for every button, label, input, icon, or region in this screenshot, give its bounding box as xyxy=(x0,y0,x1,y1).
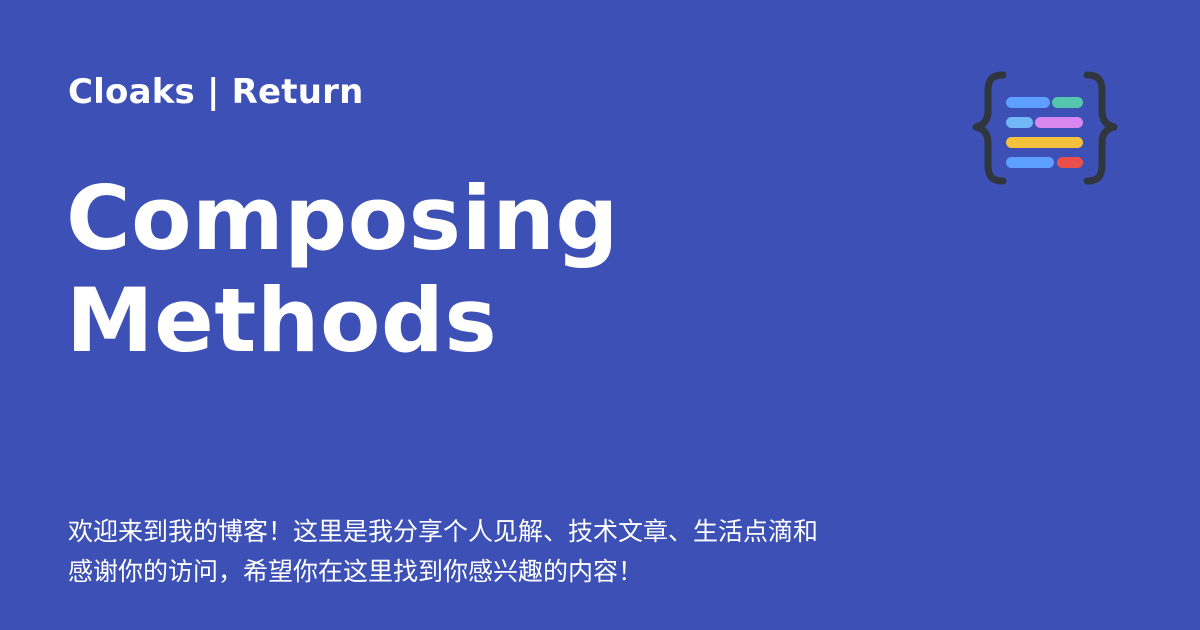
description-line-1: 欢迎来到我的博客！这里是我分享个人见解、技术文章、生活点滴和 xyxy=(68,517,819,546)
site-name: Cloaks | Return xyxy=(68,72,364,112)
site-description: 欢迎来到我的博客！这里是我分享个人见解、技术文章、生活点滴和 感谢你的访问，希望… xyxy=(68,512,894,592)
post-title: Composing Methods xyxy=(66,168,926,372)
description-line-2: 感谢你的访问，希望你在这里找到你感兴趣的内容！ xyxy=(68,557,644,586)
post-title-line-2: Methods xyxy=(66,269,498,372)
post-title-line-1: Composing xyxy=(66,167,619,270)
code-braces-logo-icon xyxy=(972,71,1118,185)
